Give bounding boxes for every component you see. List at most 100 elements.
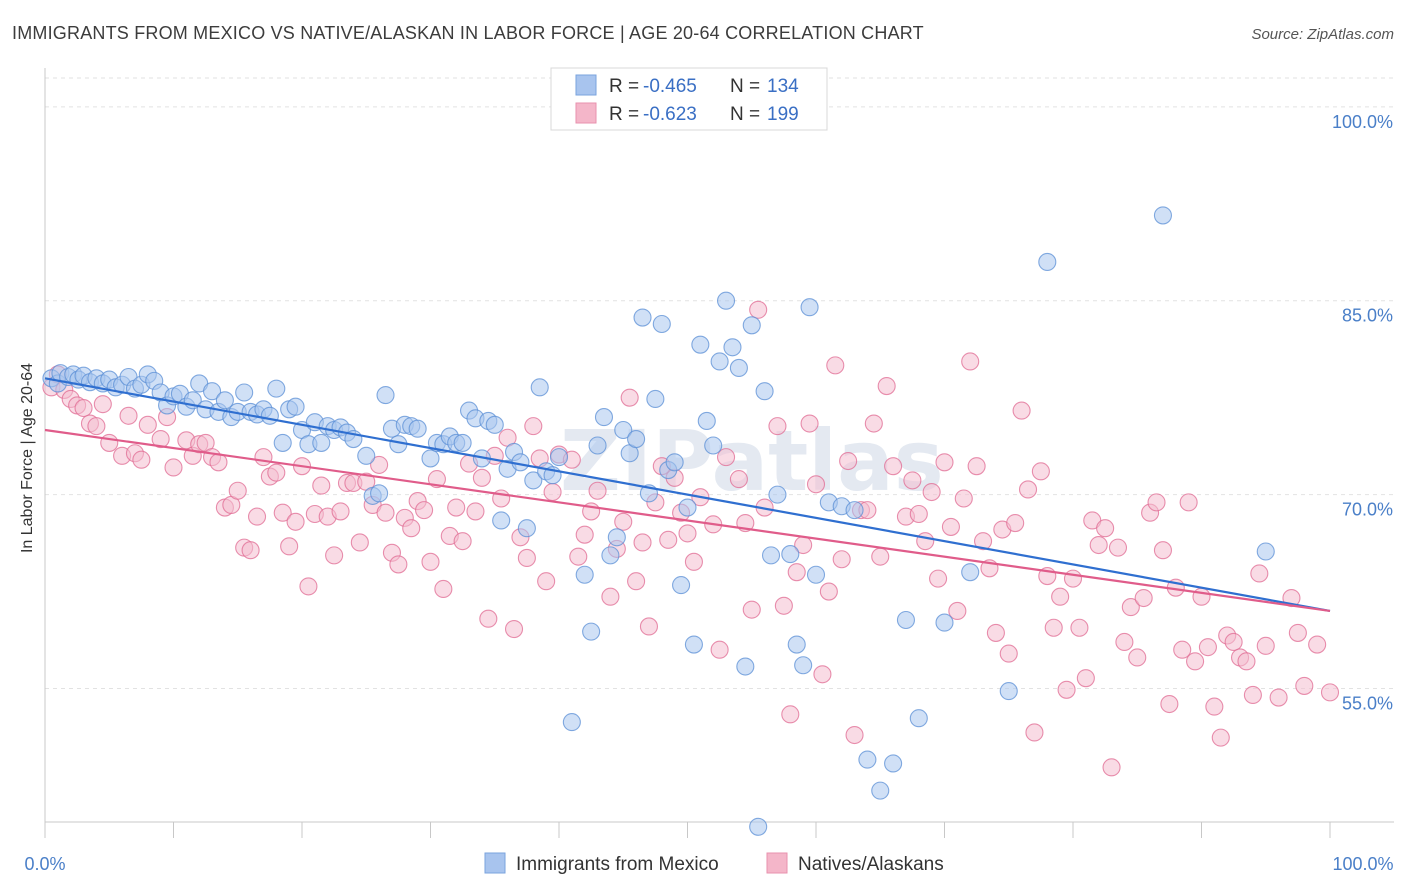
natives-alaskans-point-30: [254, 448, 273, 467]
natives-alaskans-point-110: [800, 414, 819, 433]
natives-alaskans-point-98: [710, 640, 729, 659]
natives-alaskans-point-167: [1173, 640, 1192, 659]
natives-alaskans-point-15: [151, 429, 170, 449]
immigrants-mexico-point-82: [588, 436, 607, 455]
natives-alaskans-point-168: [1179, 493, 1198, 512]
immigrants-mexico-point-106: [742, 316, 761, 335]
immigrants-mexico-point-112: [787, 635, 806, 654]
immigrants-mexico-point-111: [781, 545, 800, 564]
natives-alaskans-point-129: [929, 569, 948, 588]
immigrants-mexico-point-107: [749, 817, 768, 836]
natives-alaskans-point-7: [87, 417, 106, 436]
natives-alaskans-point-163: [1147, 493, 1166, 512]
immigrants-mexico-point-92: [652, 314, 671, 334]
immigrants-mexico-point-101: [710, 352, 729, 371]
natives-alaskans-point-140: [999, 644, 1018, 663]
natives-alaskans-point-133: [954, 489, 973, 508]
natives-alaskans-point-155: [1096, 519, 1115, 538]
natives-alaskans-point-34: [280, 537, 299, 556]
natives-alaskans-point-142: [1012, 401, 1031, 420]
immigrants-mexico-point-122: [896, 610, 916, 630]
natives-alaskans-point-132: [948, 601, 967, 621]
natives-alaskans-point-143: [1018, 480, 1038, 499]
immigrants-mexico-point-26: [203, 382, 222, 401]
bottom-legend-swatch-natives: [766, 852, 788, 874]
natives-alaskans-point-53: [402, 519, 421, 538]
natives-alaskans-point-81: [588, 481, 607, 500]
immigrants-mexico-point-125: [935, 613, 954, 632]
natives-alaskans-point-39: [312, 476, 331, 495]
natives-alaskans-point-60: [447, 498, 466, 517]
immigrants-mexico-point-119: [858, 750, 877, 769]
bottom-legend-label-mexico: Immigrants from Mexico: [516, 854, 719, 875]
immigrants-mexico-point-115: [806, 565, 826, 584]
natives-alaskans-point-79: [575, 525, 594, 544]
immigrants-mexico-point-98: [691, 335, 710, 354]
natives-alaskans-point-186: [1320, 683, 1340, 702]
natives-alaskans-point-107: [781, 705, 800, 724]
immigrants-mexico-point-89: [633, 308, 652, 327]
immigrants-mexico-point-100: [704, 436, 723, 455]
natives-alaskans-point-56: [421, 552, 440, 571]
natives-alaskans-point-91: [659, 530, 678, 549]
immigrants-mexico-point-75: [530, 378, 549, 397]
immigrants-mexico-point-121: [884, 754, 903, 773]
immigrants-mexico-point-37: [273, 433, 292, 452]
natives-alaskans-point-161: [1134, 588, 1153, 608]
immigrants-mexico-trend-line: [44, 377, 1331, 613]
natives-alaskans-point-55: [415, 501, 434, 520]
y-tick-label-1: 85.0%: [1342, 306, 1393, 326]
immigrants-mexico-point-110: [768, 485, 787, 504]
natives-alaskans-point-165: [1160, 694, 1179, 714]
immigrants-mexico-point-36: [267, 379, 286, 398]
natives-alaskans-point-115: [832, 550, 851, 569]
natives-alaskans-point-127: [916, 532, 935, 551]
series-immigrants-mexico-points: [42, 206, 1275, 836]
natives-alaskans-point-64: [472, 468, 491, 487]
natives-alaskans-point-121: [871, 547, 890, 566]
y-tick-labels: 100.0% 85.0% 70.0% 55.0%: [1332, 112, 1393, 714]
legend-swatch-pink: [575, 102, 597, 124]
immigrants-mexico-point-91: [646, 389, 665, 409]
natives-alaskans-point-8: [93, 395, 112, 414]
legend-frame: [550, 67, 828, 131]
y-axis-label: In Labor Force | Age 20-64: [19, 363, 36, 553]
natives-alaskans-point-45: [350, 533, 369, 552]
natives-alaskans-point-82: [601, 587, 620, 606]
natives-alaskans-point-181: [1269, 688, 1288, 707]
natives-alaskans-point-148: [1051, 587, 1070, 606]
natives-alaskans-point-11: [119, 406, 138, 425]
immigrants-mexico-point-85: [607, 528, 626, 547]
natives-alaskans-point-180: [1256, 636, 1275, 655]
legend-r-value-1: -0.465: [643, 76, 697, 97]
natives-alaskans-point-65: [479, 609, 498, 628]
natives-alaskans-point-71: [517, 548, 536, 568]
natives-alaskans-point-106: [774, 596, 793, 615]
natives-alaskans-point-135: [967, 457, 986, 476]
natives-alaskans-point-160: [1128, 648, 1147, 667]
immigrants-mexico-point-104: [729, 358, 748, 377]
natives-alaskans-point-78: [569, 547, 588, 566]
natives-alaskans-point-48: [370, 455, 389, 474]
natives-alaskans-point-26: [228, 481, 247, 500]
natives-alaskans-point-87: [633, 533, 652, 552]
natives-alaskans-point-57: [427, 470, 446, 489]
immigrants-mexico-point-84: [601, 546, 620, 565]
natives-alaskans-point-122: [877, 376, 896, 396]
immigrants-mexico-point-57: [408, 419, 427, 438]
immigrants-mexico-point-58: [421, 449, 440, 468]
immigrants-mexico-point-86: [614, 420, 633, 440]
natives-alaskans-point-74: [537, 572, 556, 591]
natives-alaskans-point-100: [729, 470, 748, 489]
immigrants-mexico-point-113: [794, 656, 813, 675]
natives-alaskans-point-144: [1025, 723, 1044, 742]
legend-box: R = -0.465 N = 134 R = -0.623 N = 199: [550, 67, 828, 131]
natives-alaskans-point-5: [74, 398, 93, 418]
natives-alaskans-point-102: [742, 600, 761, 619]
natives-alaskans-point-126: [909, 504, 928, 524]
immigrants-mexico-point-96: [678, 498, 697, 517]
immigrants-mexico-point-43: [312, 433, 331, 452]
natives-alaskans-point-35: [286, 512, 305, 531]
natives-alaskans-point-94: [678, 524, 697, 543]
natives-alaskans-point-183: [1288, 623, 1307, 642]
